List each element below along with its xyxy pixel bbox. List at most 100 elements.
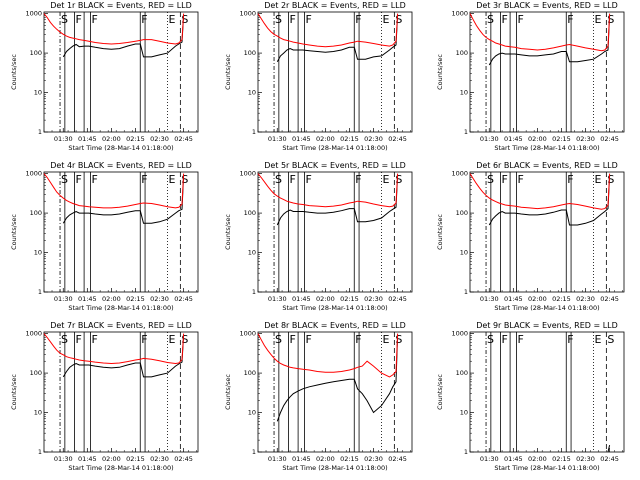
x-tick-label: 02:45 [388, 455, 407, 463]
x-tick-label: 01:30 [268, 295, 287, 303]
y-tick-label: 100 [30, 49, 42, 57]
marker-label: F [355, 333, 361, 346]
marker-label: E [383, 173, 390, 186]
plot-frame [257, 331, 413, 453]
x-tick-label: 01:30 [480, 295, 499, 303]
marker-label: F [141, 333, 147, 346]
x-tick-label: 01:30 [54, 455, 73, 463]
marker-label: F [501, 333, 507, 346]
x-tick-label: 02:45 [600, 455, 619, 463]
x-tick-label: 01:45 [504, 295, 523, 303]
y-tick-label: 1000 [451, 330, 468, 338]
y-axis-label: Counts/sec [224, 54, 232, 90]
panel-det-7: Det 7r BLACK = Events, RED = LLD 1 10 100 10… [10, 321, 199, 472]
y-tick-label: 1 [38, 448, 42, 456]
y-tick-label: 100 [30, 209, 42, 217]
x-tick-label: 02:00 [528, 295, 547, 303]
x-tick-label: 02:45 [600, 295, 619, 303]
x-axis-label: Start Time (28-Mar-14 01:18:00) [68, 464, 173, 472]
x-axis-label: Start Time (28-Mar-14 01:18:00) [494, 304, 599, 312]
marker-label: E [169, 333, 176, 346]
x-tick-label: 01:45 [504, 135, 523, 143]
panel-title: Det 6r BLACK = Events, RED = LLD [476, 161, 618, 170]
marker-label: F [289, 173, 295, 186]
y-tick-label: 10 [34, 89, 42, 97]
series-events-line [488, 15, 611, 66]
marker-label: F [92, 173, 98, 186]
series-lld-line [469, 13, 611, 52]
marker-label: S [607, 13, 614, 26]
x-tick-label: 01:30 [268, 455, 287, 463]
x-tick-label: 02:15 [126, 135, 145, 143]
series-events-line [62, 15, 185, 58]
x-tick-label: 02:45 [600, 135, 619, 143]
marker-label: F [501, 173, 507, 186]
x-tick-label: 02:30 [364, 135, 383, 143]
marker-label: S [607, 333, 614, 346]
plot-frame [469, 331, 625, 453]
marker-label: F [567, 333, 573, 346]
series-lld-line [257, 173, 399, 208]
marker-label: E [595, 173, 602, 186]
x-tick-label: 02:30 [364, 295, 383, 303]
series-events-line [62, 335, 185, 378]
marker-label: F [355, 173, 361, 186]
x-tick-label: 01:30 [268, 135, 287, 143]
x-tick-label: 02:30 [364, 455, 383, 463]
y-tick-label: 10 [248, 89, 256, 97]
y-tick-label: 100 [244, 209, 256, 217]
x-tick-label: 02:30 [150, 135, 169, 143]
marker-label: S [395, 173, 402, 186]
panel-det-4: Det 4r BLACK = Events, RED = LLD 1 10 100 10… [10, 161, 199, 312]
y-tick-label: 10 [248, 409, 256, 417]
plot-frame [469, 171, 625, 293]
y-tick-label: 1000 [451, 10, 468, 18]
x-tick-label: 02:45 [388, 135, 407, 143]
plot-frame [257, 171, 413, 293]
x-tick-label: 01:45 [292, 295, 311, 303]
panel-title: Det 9r BLACK = Events, RED = LLD [476, 321, 618, 330]
x-tick-label: 02:15 [340, 455, 359, 463]
marker-label: F [518, 173, 524, 186]
y-tick-label: 100 [456, 369, 468, 377]
marker-label: F [289, 333, 295, 346]
series-events-line [276, 175, 399, 226]
series-lld-line [43, 333, 185, 365]
x-tick-label: 02:00 [102, 135, 121, 143]
y-axis-label: Counts/sec [436, 54, 444, 90]
x-tick-label: 02:45 [174, 295, 193, 303]
plot-frame [43, 331, 199, 453]
series-lld-line [257, 13, 399, 48]
marker-label: F [567, 13, 573, 26]
marker-label: F [141, 13, 147, 26]
marker-label: F [306, 13, 312, 26]
marker-label: F [75, 13, 81, 26]
x-tick-label: 01:45 [78, 135, 97, 143]
y-axis-label: Counts/sec [10, 214, 18, 250]
marker-label: E [169, 13, 176, 26]
x-tick-label: 02:15 [340, 295, 359, 303]
x-tick-label: 02:00 [102, 295, 121, 303]
panel-det-2: Det 2r BLACK = Events, RED = LLD 1 10 100 10… [224, 1, 413, 152]
y-tick-label: 100 [244, 369, 256, 377]
y-tick-label: 1 [464, 128, 468, 136]
panel-det-1: Det 1r BLACK = Events, RED = LLD 1 10 100 10… [10, 1, 199, 152]
y-tick-label: 1 [252, 288, 256, 296]
y-tick-label: 1000 [239, 10, 256, 18]
panel-det-6: Det 6r BLACK = Events, RED = LLD 1 10 100 10… [436, 161, 625, 312]
x-tick-label: 02:30 [150, 295, 169, 303]
marker-label: E [595, 13, 602, 26]
y-tick-label: 1000 [25, 330, 42, 338]
marker-label: F [289, 13, 295, 26]
x-tick-label: 01:30 [480, 135, 499, 143]
x-tick-label: 01:45 [504, 455, 523, 463]
y-tick-label: 10 [460, 249, 468, 257]
y-tick-label: 1 [252, 128, 256, 136]
x-tick-label: 02:45 [174, 135, 193, 143]
marker-label: F [501, 13, 507, 26]
panel-title: Det 8r BLACK = Events, RED = LLD [264, 321, 406, 330]
y-tick-label: 1 [38, 128, 42, 136]
series-events-line [62, 175, 185, 224]
marker-label: S [181, 333, 188, 346]
